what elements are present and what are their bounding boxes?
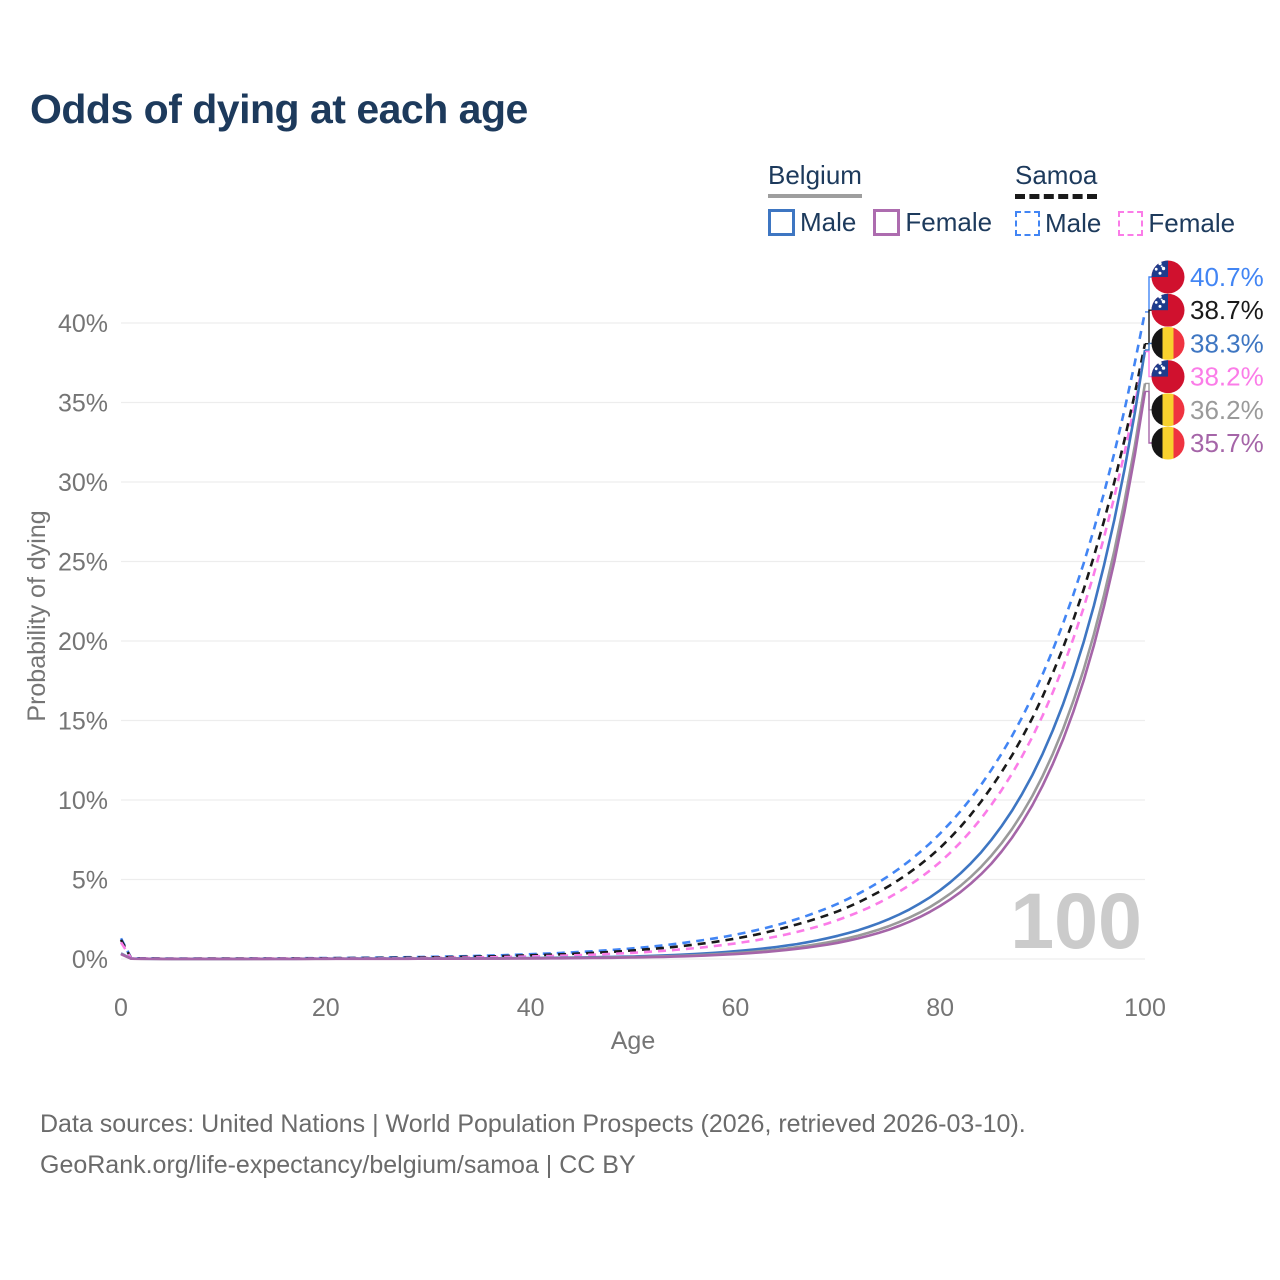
legend-row-belgium: Male Female bbox=[768, 207, 992, 238]
legend-swatch-samoa-male bbox=[1015, 211, 1040, 236]
end-label-value-samoa-female: 38.2% bbox=[1190, 362, 1264, 392]
end-label-connector-samoa-both bbox=[1145, 309, 1153, 345]
legend-label-belgium-male: Male bbox=[800, 207, 857, 237]
samoa-flag-icon bbox=[1151, 260, 1185, 294]
belgium-flag-icon bbox=[1151, 326, 1185, 360]
x-tick-label-20: 20 bbox=[312, 994, 340, 1022]
curve-samoa-female bbox=[119, 351, 1147, 960]
samoa-flag-icon bbox=[1151, 360, 1185, 394]
y-tick-label-25: 25% bbox=[58, 549, 108, 577]
legend-label-belgium-female: Female bbox=[905, 207, 993, 237]
y-tick-label-0: 0% bbox=[72, 946, 108, 974]
y-tick-label-10: 10% bbox=[58, 787, 108, 815]
x-tick-label-40: 40 bbox=[517, 994, 545, 1022]
footer: Data sources: United Nations | World Pop… bbox=[40, 1104, 1026, 1186]
legend-swatch-belgium-female bbox=[873, 209, 901, 236]
y-tick-label-5: 5% bbox=[72, 867, 108, 895]
x-tick-label-80: 80 bbox=[926, 994, 954, 1022]
end-label-value-samoa-both: 38.7% bbox=[1190, 295, 1264, 325]
legend-swatch-samoa-female bbox=[1118, 211, 1144, 236]
legend-swatch-belgium-male bbox=[768, 209, 795, 236]
belgium-flag-icon bbox=[1151, 426, 1185, 460]
end-label-connector-samoa-female bbox=[1145, 350, 1153, 378]
x-tick-label-60: 60 bbox=[721, 994, 749, 1022]
chart-title: Odds of dying at each age bbox=[30, 86, 528, 132]
x-tick-label-100: 100 bbox=[1124, 994, 1166, 1022]
curve-samoa-both bbox=[119, 343, 1147, 960]
age-counter-watermark: 100 bbox=[1010, 876, 1142, 965]
legend-row-samoa: Male Female bbox=[1015, 208, 1235, 239]
legend-item-belgium-female[interactable]: Female bbox=[873, 207, 992, 238]
y-tick-label-30: 30% bbox=[58, 469, 108, 497]
x-tick-label-0: 0 bbox=[114, 994, 128, 1022]
legend-group-samoa: Samoa Male Female bbox=[1015, 160, 1235, 239]
y-tick-label-35: 35% bbox=[58, 390, 108, 418]
belgium-flag-icon bbox=[1151, 393, 1185, 427]
y-tick-label-40: 40% bbox=[58, 310, 108, 338]
legend-item-samoa-male[interactable]: Male bbox=[1015, 208, 1101, 239]
curve-belgium-female bbox=[120, 391, 1147, 961]
samoa-flag-icon bbox=[1151, 293, 1185, 327]
end-label-connector-belgium-male bbox=[1145, 342, 1153, 351]
legend-label-samoa-female: Female bbox=[1148, 208, 1236, 238]
legend-header-belgium[interactable]: Belgium bbox=[768, 160, 862, 198]
footer-url-line: GeoRank.org/life-expectancy/belgium/samo… bbox=[40, 1151, 636, 1179]
x-axis-title: Age bbox=[611, 1027, 655, 1055]
y-axis-title: Probability of dying bbox=[23, 510, 51, 721]
y-tick-label-15: 15% bbox=[58, 708, 108, 736]
end-label-value-samoa-male: 40.7% bbox=[1190, 262, 1264, 292]
legend-label-samoa-male: Male bbox=[1045, 208, 1102, 238]
end-label-value-belgium-both: 36.2% bbox=[1190, 395, 1264, 425]
end-label-value-belgium-male: 38.3% bbox=[1190, 328, 1264, 358]
legend-item-belgium-male[interactable]: Male bbox=[768, 207, 856, 238]
legend-group-belgium: Belgium Male Female bbox=[768, 160, 992, 238]
footer-source-line: Data sources: United Nations | World Pop… bbox=[40, 1110, 1026, 1138]
curve-belgium-male bbox=[120, 349, 1147, 961]
legend-header-samoa[interactable]: Samoa bbox=[1015, 160, 1098, 199]
end-label-value-belgium-female: 35.7% bbox=[1190, 428, 1264, 458]
end-label-connector-belgium-female bbox=[1145, 390, 1153, 444]
y-tick-label-20: 20% bbox=[58, 628, 108, 656]
legend-item-samoa-female[interactable]: Female bbox=[1118, 208, 1235, 239]
end-label-connector-samoa-male bbox=[1145, 276, 1153, 313]
curve-belgium-both bbox=[120, 383, 1147, 961]
